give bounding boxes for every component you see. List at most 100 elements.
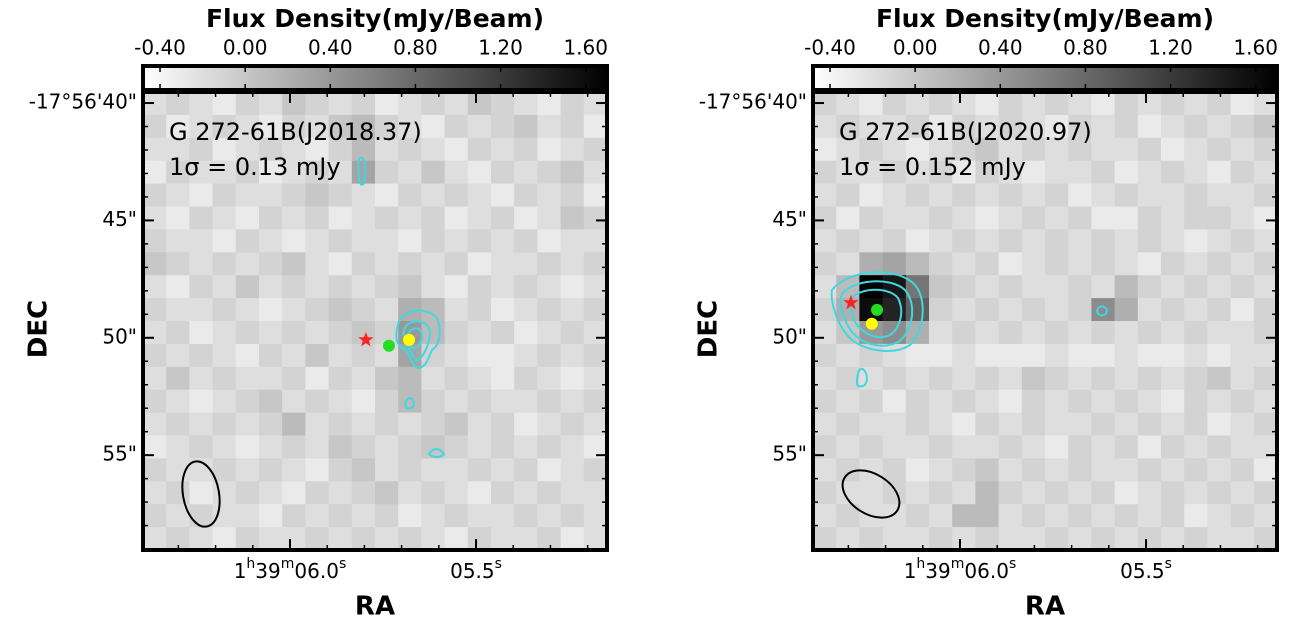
pixel: [189, 458, 214, 482]
pixel: [813, 229, 837, 253]
pixel: [929, 527, 953, 551]
pixel: [305, 389, 330, 414]
pixel: [375, 298, 399, 322]
pixel: [143, 275, 167, 299]
pixel: [1184, 92, 1208, 116]
pixel: [929, 298, 953, 322]
pixel: [421, 458, 446, 482]
pixel: [1114, 298, 1139, 322]
pixel: [836, 343, 860, 368]
pixel: [351, 252, 376, 276]
pixel: [537, 504, 562, 528]
pixel: [975, 252, 1000, 276]
pixel: [1184, 298, 1208, 322]
pixel: [166, 435, 190, 459]
pixel: [583, 252, 608, 276]
pixel: [1021, 298, 1046, 322]
pixel: [1021, 183, 1046, 207]
pixel: [975, 114, 1000, 139]
pixel: [1161, 183, 1185, 207]
pixel: [282, 366, 306, 391]
pixel: [305, 252, 330, 276]
pixel: [1091, 298, 1116, 322]
pixel: [166, 160, 190, 185]
pixel: [905, 481, 930, 505]
pixel: [444, 481, 469, 505]
pixel: [189, 504, 214, 528]
pixel: [351, 527, 376, 551]
pixel: [836, 389, 860, 414]
pixel: [998, 435, 1023, 459]
pixel: [998, 160, 1023, 185]
pixel: [1045, 504, 1069, 528]
pixel: [1091, 275, 1116, 299]
pixel: [1207, 389, 1232, 414]
pixel: [998, 252, 1023, 276]
pixel: [235, 366, 260, 391]
pixel: [929, 229, 953, 253]
pixel: [1184, 412, 1208, 436]
pixel: [166, 114, 190, 139]
pixel: [398, 206, 422, 230]
pixel: [859, 435, 884, 459]
pixel: [1091, 481, 1116, 505]
pixel: [583, 412, 608, 436]
pixel: [143, 183, 167, 207]
pixel: [444, 458, 469, 482]
pixel: [328, 412, 353, 436]
pixel: [882, 435, 907, 459]
pixel: [975, 206, 1000, 230]
pixel: [813, 298, 837, 322]
pixel: [398, 252, 422, 276]
pixel: [375, 389, 399, 414]
axes: -0.40 0.00 0.40 0.80 1.20 1.60 Flux Density(mJ…: [24, 4, 1279, 622]
pixel: [1230, 252, 1255, 276]
pixel: [1161, 504, 1185, 528]
y-tick-label: -17°56'40": [699, 90, 807, 114]
pixel: [421, 114, 446, 139]
pixel: [467, 137, 492, 162]
pixel: [537, 435, 562, 459]
pixel: [1253, 458, 1278, 482]
pixel: [1230, 114, 1255, 139]
pixel: [952, 137, 976, 162]
pixel: [1184, 160, 1208, 185]
pixel: [282, 92, 306, 116]
pixel: [537, 343, 562, 368]
pixel: [351, 183, 376, 207]
pixel: [1021, 114, 1046, 139]
pixel: [975, 389, 1000, 414]
pixel: [514, 458, 538, 482]
pixel: [952, 458, 976, 482]
pixel: [351, 206, 376, 230]
pixel: [1161, 114, 1185, 139]
pixel: [859, 458, 884, 482]
pixel: [235, 458, 260, 482]
pixel: [1114, 458, 1139, 482]
pixel: [143, 435, 167, 459]
pixel: [421, 206, 446, 230]
pixel: [282, 275, 306, 299]
pixel: [905, 160, 930, 185]
pixel: [813, 389, 837, 414]
pixel: [1045, 481, 1069, 505]
pixel: [375, 527, 399, 551]
pixel: [305, 275, 330, 299]
pixel: [1114, 412, 1139, 436]
pixel: [421, 389, 446, 414]
pixel: [1230, 206, 1255, 230]
pixel: [491, 160, 515, 185]
pixel: [560, 160, 585, 185]
pixel: [398, 137, 422, 162]
pixel: [1161, 160, 1185, 185]
contour: [402, 320, 432, 362]
pixel: [560, 114, 585, 139]
pixel: [235, 183, 260, 207]
pixel: [1253, 206, 1278, 230]
pixel: [143, 343, 167, 368]
pixel: [583, 229, 608, 253]
pixel: [583, 206, 608, 230]
pixel: [235, 206, 260, 230]
pixel: [537, 183, 562, 207]
pixel: [560, 389, 585, 414]
